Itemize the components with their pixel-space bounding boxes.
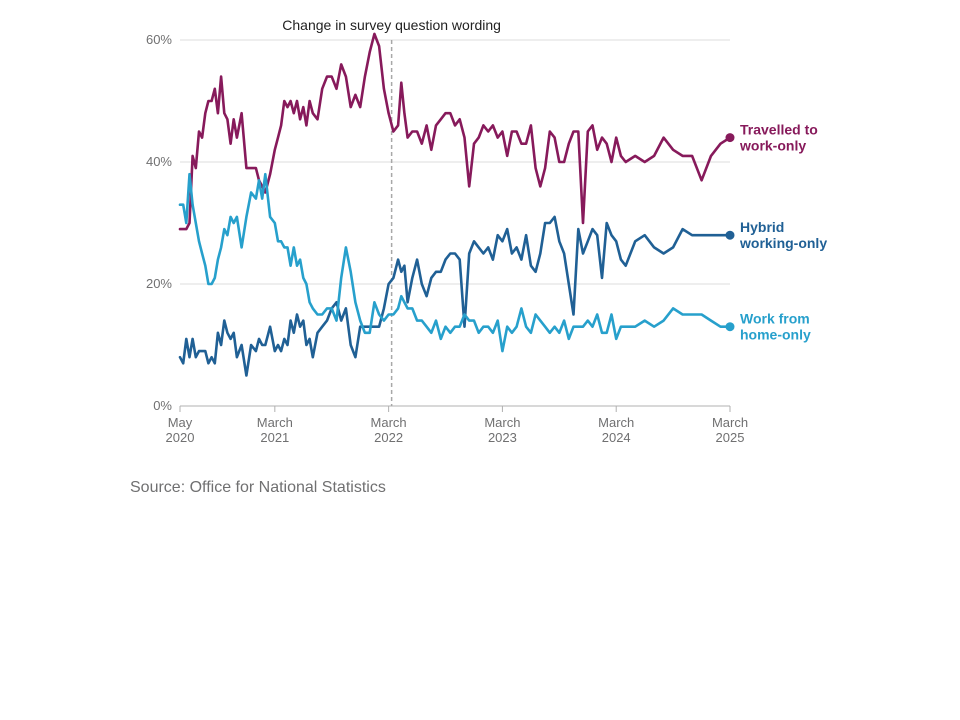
x-tick-label: March (712, 415, 748, 430)
source-note: Source: Office for National Statistics (130, 479, 386, 496)
series-endpoint (725, 133, 735, 143)
annotation-text: Change in survey question wording (282, 17, 501, 33)
x-tick-label: March (257, 415, 293, 430)
x-tick-label: 2025 (716, 430, 745, 445)
x-tick-label: March (371, 415, 407, 430)
series-label: Work from (740, 311, 810, 327)
series-label: work-only (739, 138, 806, 154)
series-line (178, 215, 732, 377)
x-tick-label: March (598, 415, 634, 430)
x-tick-label: 2021 (260, 430, 289, 445)
y-tick-label: 0% (153, 398, 172, 413)
x-tick-label: 2020 (166, 430, 195, 445)
x-tick-label: 2024 (602, 430, 631, 445)
x-tick-label: 2023 (488, 430, 517, 445)
series-line (178, 32, 732, 231)
series-endpoint (725, 322, 735, 332)
series-endpoint (725, 230, 735, 240)
y-tick-label: 20% (146, 276, 172, 291)
x-tick-label: May (168, 415, 193, 430)
series-label: home-only (740, 327, 811, 343)
gridlines (180, 39, 730, 407)
y-tick-label: 60% (146, 32, 172, 47)
annotation: Change in survey question wording (282, 17, 501, 406)
series-label: working-only (739, 235, 827, 251)
series-line (178, 172, 732, 353)
x-tick-label: 2022 (374, 430, 403, 445)
x-tick-label: March (484, 415, 520, 430)
series-label: Travelled to (740, 122, 818, 138)
axes: 0%20%40%60%May2020March2021March2022Marc… (146, 32, 748, 445)
y-tick-label: 40% (146, 154, 172, 169)
series-label: Hybrid (740, 219, 784, 235)
line-chart: Change in survey question wording Travel… (146, 17, 827, 445)
